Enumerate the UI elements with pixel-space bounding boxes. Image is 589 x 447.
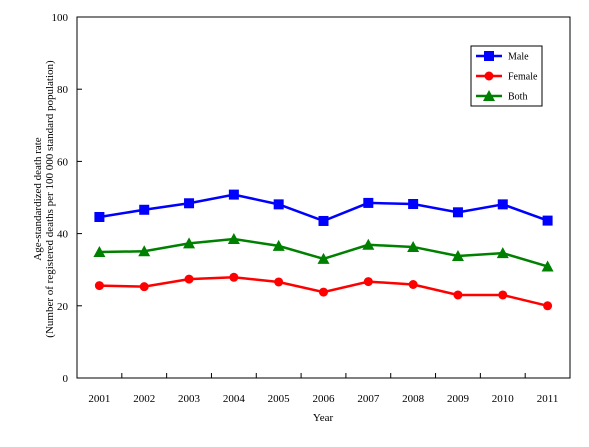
data-point-male <box>139 204 150 215</box>
data-point-both <box>362 238 375 250</box>
data-point-male <box>363 197 374 208</box>
data-point-both <box>451 249 464 261</box>
y-tick-label: 100 <box>52 12 69 24</box>
data-point-male <box>318 215 329 226</box>
y-axis-title: Age-standardized death rate (Number of r… <box>32 60 56 338</box>
data-point-female <box>139 282 149 292</box>
y-axis-label-line1: Age-standardized death rate <box>32 137 44 260</box>
data-point-male <box>497 199 508 210</box>
x-tick-label: 2008 <box>402 393 425 405</box>
data-point-female <box>453 290 463 300</box>
data-point-both <box>317 252 330 264</box>
data-point-both <box>541 260 554 272</box>
data-point-both <box>93 246 106 258</box>
x-tick-label: 2010 <box>492 393 515 405</box>
data-point-both <box>183 237 196 249</box>
legend-label-female: Female <box>508 72 538 83</box>
x-tick-label: 2009 <box>447 393 470 405</box>
data-point-female <box>184 274 194 284</box>
legend-marker-both <box>483 90 495 101</box>
data-point-female <box>274 277 284 287</box>
x-tick-label: 2001 <box>88 393 110 405</box>
series-both <box>93 233 554 272</box>
y-tick-label: 0 <box>63 373 69 385</box>
data-point-male <box>184 198 195 209</box>
data-point-both <box>407 240 420 252</box>
x-tick-label: 2004 <box>223 393 246 405</box>
x-tick-label: 2011 <box>537 393 559 405</box>
legend-label-male: Male <box>508 52 529 63</box>
data-point-female <box>363 277 373 287</box>
data-point-both <box>227 233 240 245</box>
x-tick-label: 2005 <box>268 393 291 405</box>
x-axis: 2001 2002 2003 2004 2005 2006 2007 2008 2009 2010… <box>76 373 571 405</box>
data-point-both <box>272 239 285 251</box>
data-point-both <box>138 245 151 257</box>
data-point-both <box>496 247 509 259</box>
y-axis-label-line2: (Number of registered deaths per 100 000… <box>44 60 56 338</box>
series-layer <box>93 189 554 311</box>
data-point-male <box>273 199 284 210</box>
data-point-female <box>498 290 508 300</box>
series-female <box>94 272 553 311</box>
x-axis-label: Year <box>313 412 334 424</box>
x-tick-label: 2006 <box>313 393 336 405</box>
x-tick-label: 2002 <box>133 393 155 405</box>
x-tick-label: 2003 <box>178 393 201 405</box>
y-axis: 0 20 40 60 80 100 <box>52 12 82 385</box>
y-tick-label: 80 <box>57 84 69 96</box>
data-point-male <box>408 198 419 209</box>
legend: Male Female Both <box>470 45 543 107</box>
data-point-female <box>94 281 104 291</box>
y-tick-label: 60 <box>57 156 69 168</box>
data-point-male <box>94 211 105 222</box>
legend-marker-male <box>484 51 494 61</box>
data-point-female <box>229 272 239 282</box>
data-point-female <box>408 280 418 290</box>
y-tick-label: 40 <box>57 229 69 241</box>
legend-marker-female <box>484 71 494 81</box>
data-point-male <box>452 207 463 218</box>
x-tick-label: 2007 <box>357 393 380 405</box>
data-point-male <box>542 215 553 226</box>
series-male <box>94 189 553 226</box>
data-point-male <box>228 189 239 200</box>
data-point-female <box>319 287 328 297</box>
y-tick-label: 20 <box>57 301 69 313</box>
legend-label-both: Both <box>508 92 527 103</box>
data-point-female <box>543 301 553 311</box>
